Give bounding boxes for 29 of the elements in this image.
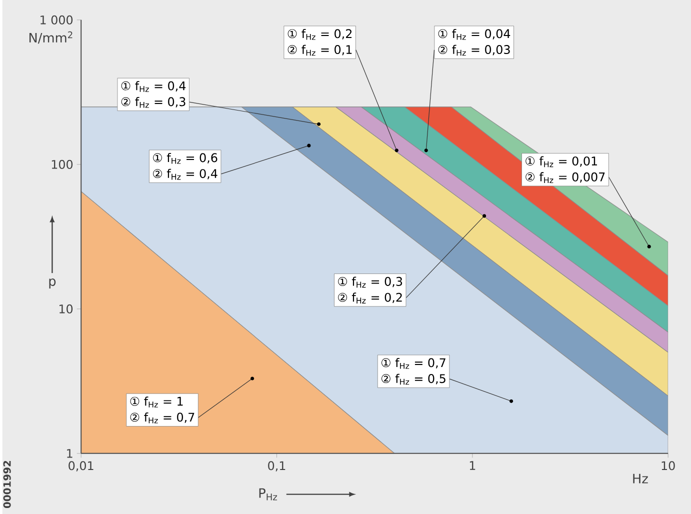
x-tick-label: 10 (662, 461, 675, 470)
annotation: ② f$_{Hz}$ = 0,5 (382, 374, 446, 385)
y-tick-label: 1 000 (40, 15, 73, 24)
annotation: ② f$_{Hz}$ = 0,4 (153, 168, 218, 180)
annotation: ② f$_{Hz}$ = 0,2 (338, 292, 402, 304)
annotation: ① f$_{Hz}$ = 0,04 (438, 28, 510, 40)
annotation: ② f$_{Hz}$ = 0,7 (130, 412, 194, 424)
x-tick-label: 0,01 (68, 461, 94, 472)
x-tick-label: 0,1 (268, 461, 286, 472)
annotation: ② f$_{Hz}$ = 0,007 (526, 172, 605, 183)
annotation: ② f$_{Hz}$ = 0,1 (288, 44, 352, 56)
annotation: ② f$_{Hz}$ = 0,3 (121, 96, 186, 108)
x-axis-title: P$_{Hz}$ (259, 488, 278, 500)
annotation: ① f$_{Hz}$ = 0,6 (153, 152, 218, 164)
annotation: ① f$_{Hz}$ = 0,4 (121, 80, 186, 92)
text: 0001992 (3, 460, 11, 508)
y-tick-label: 10 (60, 304, 73, 314)
annotation: ① f$_{Hz}$ = 0,7 (382, 358, 446, 369)
annotation: ① f$_{Hz}$ = 1 (130, 396, 183, 408)
annotation: ① f$_{Hz}$ = 0,01 (526, 156, 597, 168)
x-tick-label: 1 (470, 461, 476, 470)
y-axis-title: p (49, 278, 56, 288)
y-tick-label: 1 (67, 448, 72, 458)
text: Hz (633, 474, 648, 484)
text: N/mm$^{2}$ (29, 31, 72, 44)
annotation: ① f$_{Hz}$ = 0,2 (288, 28, 352, 40)
annotation: ② f$_{Hz}$ = 0,03 (438, 44, 510, 56)
y-tick-label: 100 (52, 160, 73, 169)
annotation: ① f$_{Hz}$ = 0,3 (338, 276, 402, 288)
